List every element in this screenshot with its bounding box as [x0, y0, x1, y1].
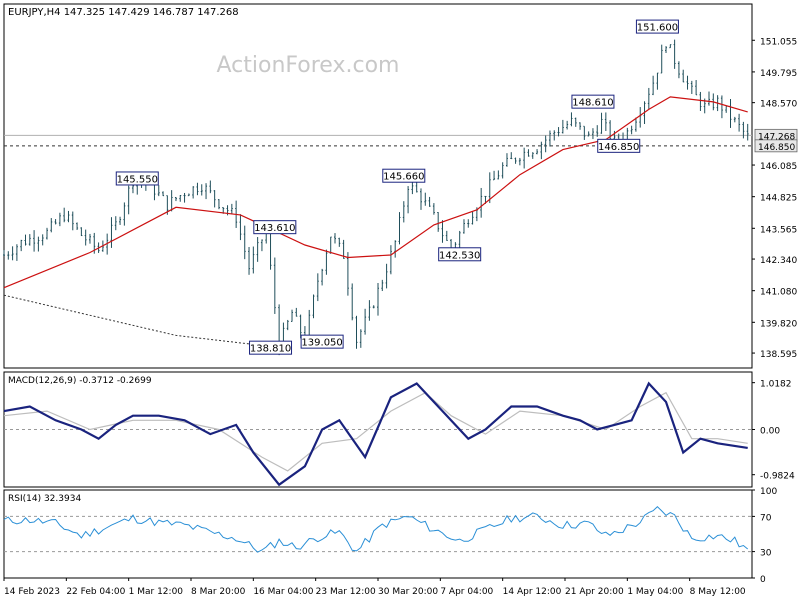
- price-axis-tag: [754, 139, 798, 153]
- price-annotation-label: 139.050: [301, 338, 342, 349]
- rsi-y-tick-label: 70: [760, 513, 772, 523]
- y-tick-label: 144.825: [760, 194, 797, 204]
- price-annotation-label: 151.600: [637, 23, 678, 34]
- price-annotation-box: [253, 220, 297, 235]
- price-annotation-box: [382, 168, 426, 183]
- price-annotation-box: [571, 94, 615, 109]
- macd-signal-line: [3, 391, 748, 472]
- price-annotation-label: 138.810: [250, 344, 291, 355]
- y-tick-label: 143.565: [760, 225, 797, 235]
- moving-average-short: [3, 96, 748, 289]
- rsi-y-tick-label: 0: [760, 575, 766, 585]
- y-tick-label: 151.055: [760, 37, 797, 47]
- x-tick-label: 23 Mar 12:00: [316, 587, 376, 597]
- price-header: EURJPY,H4 147.325 147.429 146.787 147.26…: [8, 7, 239, 18]
- y-tick-label: 149.795: [760, 69, 797, 79]
- x-tick-label: 8 Mar 20:00: [191, 587, 246, 597]
- x-tick-label: 7 Apr 04:00: [440, 587, 493, 597]
- macd-y-tick-label: 1.0182: [760, 380, 792, 390]
- price-annotation-box: [300, 334, 344, 349]
- price-annotation-box: [597, 138, 641, 153]
- y-tick-label: 148.570: [760, 100, 797, 110]
- price-annotation-label: 143.610: [254, 223, 295, 234]
- y-tick-label: 141.080: [760, 288, 797, 298]
- y-tick-label: 139.820: [760, 319, 797, 329]
- price-annotation-label: 145.550: [117, 174, 158, 185]
- price-annotation-box: [115, 171, 159, 186]
- moving-average-long: [3, 294, 262, 346]
- x-tick-label: 14 Apr 12:00: [503, 587, 562, 597]
- price-axis-tag-label: 146.850: [758, 143, 795, 153]
- macd-y-tick-label: 0.00: [760, 427, 780, 437]
- price-annotation-label: 145.660: [383, 172, 424, 183]
- price-annotation-label: 146.850: [598, 142, 639, 153]
- macd-line: [3, 381, 748, 487]
- pane-frame-0: [3, 3, 753, 369]
- y-tick-label: 142.340: [760, 256, 797, 266]
- price-annotation-box: [438, 247, 482, 262]
- x-tick-label: 21 Apr 20:00: [565, 587, 624, 597]
- rsi-line: [3, 506, 749, 553]
- price-annotation-box: [249, 340, 293, 355]
- x-tick-label: 1 Mar 12:00: [129, 587, 184, 597]
- price-annotation-box: [635, 19, 679, 34]
- price-axis-tag-label: 147.268: [758, 132, 795, 142]
- y-tick-label: 146.085: [760, 162, 797, 172]
- x-tick-label: 8 May 12:00: [690, 587, 746, 597]
- x-tick-label: 14 Feb 2023: [4, 587, 60, 597]
- x-tick-label: 16 Mar 04:00: [253, 587, 313, 597]
- price-annotation-label: 148.610: [572, 98, 613, 109]
- x-tick-label: 30 Mar 20:00: [378, 587, 438, 597]
- x-tick-label: 1 May 04:00: [627, 587, 683, 597]
- price-annotation-label: 142.530: [439, 250, 480, 261]
- x-tick-label: 22 Feb 04:00: [66, 587, 125, 597]
- rsi-y-tick-label: 100: [760, 487, 777, 497]
- macd-y-tick-label: -0.9824: [760, 472, 795, 482]
- macd-label: MACD(12,26,9) -0.3712 -0.2699: [8, 376, 152, 386]
- rsi-label: RSI(14) 32.3934: [8, 494, 81, 504]
- pane-frame-2: [3, 489, 753, 579]
- y-tick-label: 138.595: [760, 350, 797, 360]
- candles: [3, 39, 749, 356]
- watermark: ActionForex.com: [217, 53, 400, 78]
- rsi-y-tick-label: 30: [760, 549, 772, 559]
